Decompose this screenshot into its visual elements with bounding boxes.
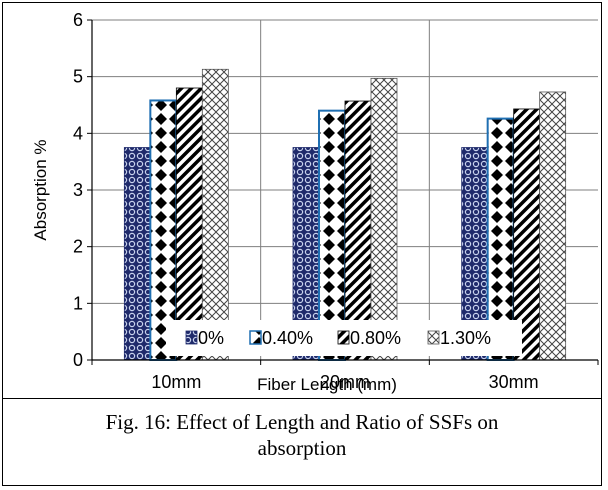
bar-10mm-0% — [123, 147, 151, 361]
legend-swatch-0% — [185, 330, 198, 345]
bar-20mm-0.80% — [344, 100, 372, 361]
bar-20mm-1.30% — [370, 77, 398, 361]
y-axis-title: Absorption % — [31, 139, 50, 240]
legend-swatch-0.80% — [337, 330, 350, 345]
figure-caption: Fig. 16: Effect of Length and Ratio of S… — [2, 409, 602, 461]
caption-line-1: Fig. 16: Effect of Length and Ratio of S… — [105, 410, 499, 434]
x-tick-label: 30mm — [489, 372, 539, 392]
y-tick-label: 2 — [73, 237, 83, 257]
caption-row: Fig. 16: Effect of Length and Ratio of S… — [2, 398, 602, 486]
x-tick-label: 20mm — [320, 372, 370, 392]
absorption-bar-chart: 0 1 2 3 4 5 6 10mm 20mm 30mm Absorption % Fiber L… — [31, 10, 599, 394]
x-axis-title: Fiber Length (mm) — [257, 375, 397, 394]
y-tick-label: 1 — [73, 293, 83, 313]
legend-label: 0% — [198, 328, 224, 348]
y-tick-label: 6 — [73, 10, 83, 30]
caption-line-2: absorption — [257, 436, 347, 460]
legend: 0% 0.40% 0.80% 1.30% — [166, 320, 522, 356]
bar-30mm-1.30% — [539, 91, 567, 361]
bar-10mm-0.80% — [175, 87, 203, 361]
figure-frame — [2, 2, 602, 486]
legend-swatch-0.40% — [249, 330, 262, 345]
legend-label: 0.40% — [262, 328, 313, 348]
y-tick-label: 5 — [73, 67, 83, 87]
bar-10mm-1.30% — [201, 68, 229, 361]
legend-swatch-1.30% — [427, 330, 440, 345]
bar-30mm-0.40% — [486, 117, 515, 361]
y-tick-label: 0 — [73, 350, 83, 370]
y-tick-label: 4 — [73, 123, 83, 143]
legend-label: 1.30% — [440, 328, 491, 348]
y-tick-label: 3 — [73, 180, 83, 200]
x-tick-label: 10mm — [151, 372, 201, 392]
legend-label: 0.80% — [350, 328, 401, 348]
